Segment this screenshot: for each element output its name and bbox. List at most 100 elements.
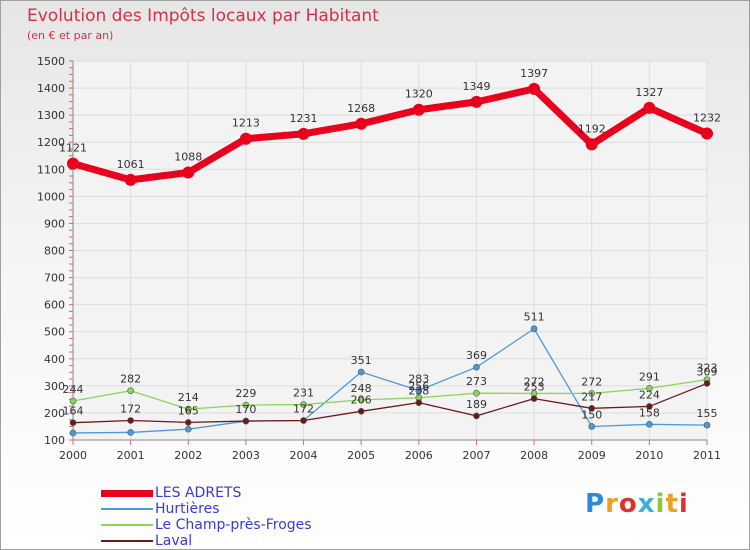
data-point <box>530 325 538 333</box>
data-label: 256 <box>408 380 429 393</box>
proxiti-logo: Proxiti <box>585 489 689 519</box>
series-line <box>69 85 711 184</box>
data-point <box>69 419 77 426</box>
data-label: 1192 <box>578 122 606 135</box>
data-point <box>67 157 79 170</box>
data-label: 323 <box>697 362 718 375</box>
data-point <box>701 127 713 140</box>
data-point <box>297 127 310 140</box>
y-tick-label: 1100 <box>37 163 65 176</box>
data-label: 273 <box>466 375 487 388</box>
x-tick-label: 2002 <box>174 449 202 462</box>
data-point <box>588 405 596 412</box>
data-point <box>184 419 192 426</box>
legend-label: Laval <box>155 533 193 549</box>
legend-label: Hurtières <box>155 501 220 517</box>
data-point <box>473 363 480 371</box>
data-point <box>242 401 250 409</box>
data-point <box>646 384 653 392</box>
y-tick-label: 100 <box>44 434 65 447</box>
data-point <box>184 405 192 413</box>
x-tick-label: 2008 <box>520 449 548 462</box>
data-label: 1397 <box>520 67 548 80</box>
data-point <box>69 397 77 405</box>
data-label: 282 <box>120 373 141 386</box>
logo-letter: o <box>618 489 638 519</box>
data-label: 231 <box>293 387 314 400</box>
y-tick-label: 700 <box>44 272 65 285</box>
data-label: 1121 <box>59 142 87 155</box>
data-label: 351 <box>351 354 372 367</box>
data-label: 291 <box>639 370 660 383</box>
series-line <box>72 382 708 424</box>
data-point <box>473 412 480 420</box>
x-tick-label: 2011 <box>693 449 721 462</box>
data-point <box>643 101 656 114</box>
y-tick-label: 1200 <box>37 136 65 149</box>
data-point <box>415 399 423 406</box>
data-label: 229 <box>235 387 256 400</box>
data-label: 172 <box>120 403 141 416</box>
legend-swatch <box>101 540 153 542</box>
data-label: 253 <box>524 381 545 394</box>
data-point <box>127 417 134 424</box>
data-point <box>300 401 307 408</box>
data-point <box>357 408 365 415</box>
y-tick-label: 1000 <box>37 190 65 203</box>
data-label: 369 <box>466 349 487 362</box>
x-tick-label: 2005 <box>347 449 375 462</box>
data-label: 1268 <box>347 102 375 115</box>
logo-letter: i <box>655 489 666 519</box>
y-tick-label: 300 <box>44 380 65 393</box>
data-label: 155 <box>697 407 718 420</box>
x-tick-label: 2001 <box>117 449 145 462</box>
y-tick-label: 400 <box>44 353 65 366</box>
x-tick-label: 2006 <box>405 449 433 462</box>
y-tick-label: 1400 <box>37 82 65 95</box>
data-label: 189 <box>466 398 487 411</box>
data-label: 511 <box>524 311 545 324</box>
data-label: 172 <box>293 403 314 416</box>
data-point <box>703 380 711 387</box>
legend-label: LES ADRETS <box>155 485 242 501</box>
data-label: 1327 <box>635 86 663 99</box>
data-label: 1061 <box>117 158 145 171</box>
data-point <box>69 429 77 437</box>
chart-subtitle: (en € et par an) <box>27 29 114 42</box>
data-label: 150 <box>581 408 602 421</box>
data-point <box>182 166 195 179</box>
data-point <box>242 417 250 425</box>
data-point <box>646 420 653 428</box>
legend-swatch <box>101 489 153 497</box>
data-point <box>415 387 423 394</box>
data-label: 1213 <box>232 117 260 130</box>
logo-letter: i <box>678 489 689 519</box>
data-point <box>588 423 596 430</box>
data-point <box>127 429 134 436</box>
x-tick-label: 2010 <box>635 449 663 462</box>
data-point <box>127 387 134 395</box>
data-label: 1320 <box>405 88 433 101</box>
y-tick-label: 1500 <box>37 55 65 68</box>
data-label: 224 <box>639 388 660 401</box>
y-tick-label: 600 <box>44 299 65 312</box>
data-label: 238 <box>408 385 429 398</box>
logo-letter: t <box>665 489 679 519</box>
legend-label: Le Champ-près-Froges <box>155 517 312 533</box>
data-point <box>588 390 596 397</box>
data-point <box>239 132 252 145</box>
data-point <box>470 95 483 108</box>
data-point <box>703 421 711 429</box>
data-point <box>473 389 480 397</box>
y-tick-label: 500 <box>44 326 65 339</box>
x-tick-label: 2003 <box>232 449 260 462</box>
data-label: 283 <box>408 372 429 385</box>
chart-title: Evolution des Impôts locaux par Habitant <box>27 6 379 26</box>
series-line <box>72 378 708 410</box>
logo-letter: P <box>585 489 606 519</box>
logo-letter: r <box>605 489 619 519</box>
legend-swatch <box>101 524 153 526</box>
data-point <box>357 396 365 404</box>
